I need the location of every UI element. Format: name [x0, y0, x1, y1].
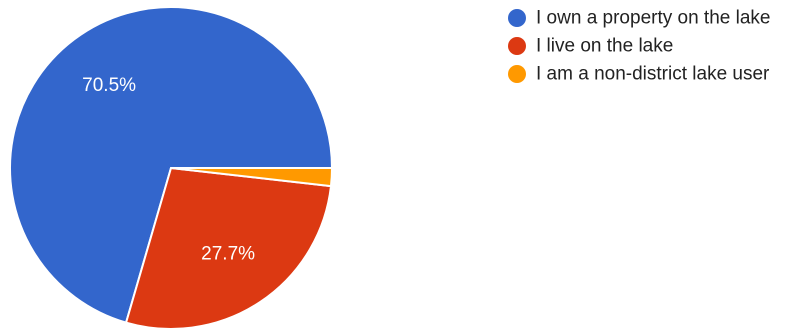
slice-value-label: 27.7% [201, 243, 255, 264]
pie-slices [9, 6, 333, 330]
pie-slice-labels: 70.5% 27.7% [82, 75, 255, 264]
pie-slice-i-am-a-non-district-lake-user[interactable] [170, 167, 333, 188]
legend-item-i-am-a-non-district-lake-user[interactable]: I am a non-district lake user [508, 64, 770, 85]
slice-value-label: 70.5% [82, 75, 136, 96]
pie-slice-i-live-on-the-lake[interactable] [125, 167, 332, 330]
legend-swatch [508, 65, 526, 83]
legend-label: I am a non-district lake user [536, 64, 770, 85]
legend-item-i-live-on-the-lake[interactable]: I live on the lake [508, 36, 673, 57]
legend-label: I live on the lake [536, 36, 673, 57]
legend-swatch [508, 37, 526, 55]
pie-slice-i-own-a-property-on-the-lake[interactable] [9, 6, 333, 324]
legend-label: I own a property on the lake [536, 8, 770, 29]
legend-item-i-own-a-property-on-the-lake[interactable]: I own a property on the lake [508, 8, 770, 29]
legend-swatch [508, 9, 526, 27]
legend: I own a property on the lake I live on th… [508, 8, 770, 85]
